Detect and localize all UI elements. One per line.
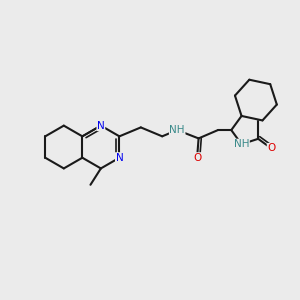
Text: O: O (267, 143, 275, 153)
Text: NH: NH (169, 125, 185, 135)
Text: O: O (193, 153, 201, 163)
Text: NH: NH (234, 139, 249, 149)
Text: N: N (116, 153, 123, 163)
Text: N: N (97, 121, 105, 130)
